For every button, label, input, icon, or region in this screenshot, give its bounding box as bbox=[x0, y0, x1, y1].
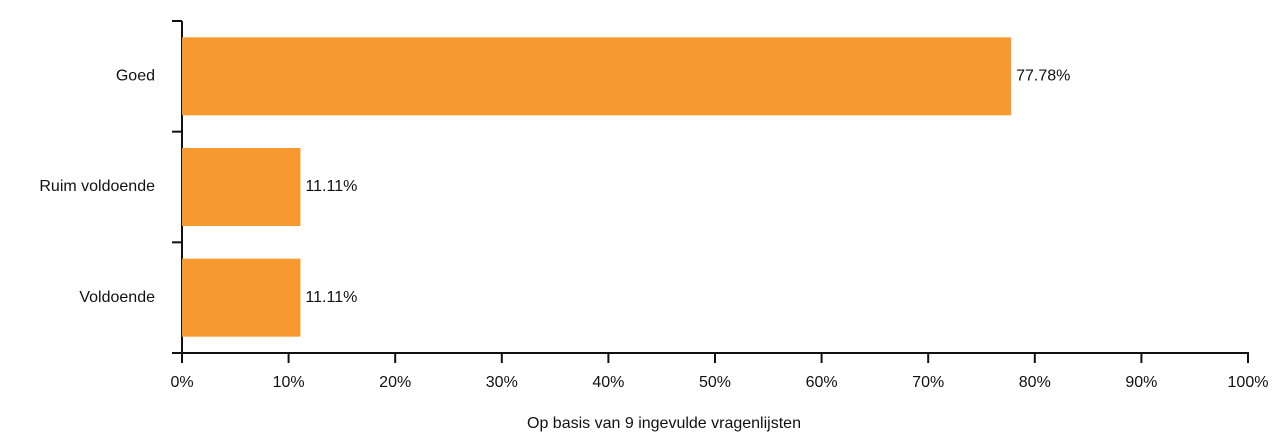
x-tick-label: 0% bbox=[170, 374, 193, 391]
x-tick-label: 20% bbox=[379, 374, 411, 391]
x-axis-label: Op basis van 9 ingevulde vragenlijsten bbox=[527, 415, 801, 432]
y-tick-label: Voldoende bbox=[79, 289, 155, 306]
x-tick-label: 50% bbox=[699, 374, 731, 391]
bar bbox=[182, 37, 1012, 116]
bar bbox=[182, 148, 301, 226]
x-tick-label: 10% bbox=[273, 374, 305, 391]
y-tick-label: Ruim voldoende bbox=[39, 178, 155, 195]
x-tick-label: 30% bbox=[486, 374, 518, 391]
x-tick-label: 40% bbox=[592, 374, 624, 391]
value-label: 11.11% bbox=[305, 178, 357, 195]
bar bbox=[182, 258, 301, 337]
x-tick-label: 70% bbox=[912, 374, 944, 391]
x-tick-label: 60% bbox=[806, 374, 838, 391]
x-tick-label: 100% bbox=[1228, 374, 1269, 391]
x-tick-label: 90% bbox=[1125, 374, 1157, 391]
value-label: 11.11% bbox=[305, 289, 357, 306]
y-tick-label: Goed bbox=[116, 68, 155, 85]
value-label: 77.78% bbox=[1016, 68, 1070, 85]
x-tick-label: 80% bbox=[1019, 374, 1051, 391]
